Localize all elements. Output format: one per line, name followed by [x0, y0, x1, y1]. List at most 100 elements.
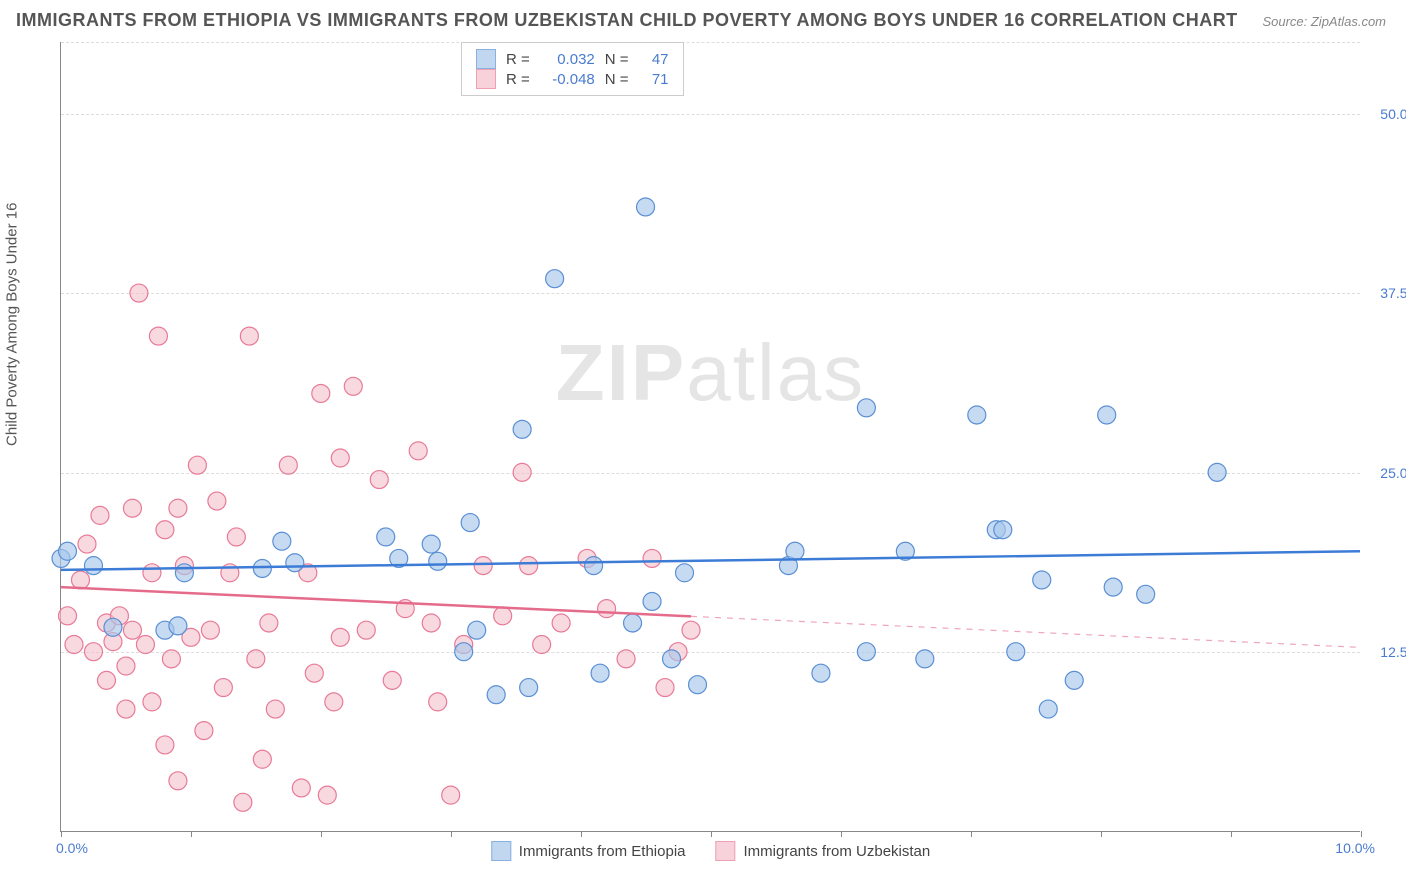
x-tick — [1231, 831, 1232, 837]
data-point-uzbekistan — [292, 779, 310, 797]
data-point-uzbekistan — [149, 327, 167, 345]
data-point-ethiopia — [286, 554, 304, 572]
data-point-uzbekistan — [162, 650, 180, 668]
data-point-uzbekistan — [136, 636, 154, 654]
data-point-uzbekistan — [188, 456, 206, 474]
data-point-ethiopia — [857, 643, 875, 661]
swatch-ethiopia — [476, 49, 496, 69]
data-point-ethiopia — [468, 621, 486, 639]
data-point-ethiopia — [1137, 585, 1155, 603]
legend-item-uzbekistan: Immigrants from Uzbekistan — [716, 841, 931, 861]
data-point-uzbekistan — [208, 492, 226, 510]
data-point-uzbekistan — [383, 671, 401, 689]
data-point-uzbekistan — [201, 621, 219, 639]
x-tick — [1101, 831, 1102, 837]
data-point-uzbekistan — [156, 521, 174, 539]
data-point-ethiopia — [1033, 571, 1051, 589]
data-point-ethiopia — [994, 521, 1012, 539]
y-tick-label: 25.0% — [1365, 465, 1406, 481]
data-point-uzbekistan — [143, 693, 161, 711]
data-point-uzbekistan — [617, 650, 635, 668]
x-tick — [451, 831, 452, 837]
data-point-uzbekistan — [552, 614, 570, 632]
data-point-uzbekistan — [260, 614, 278, 632]
data-point-uzbekistan — [325, 693, 343, 711]
r-label: R = — [506, 71, 530, 88]
data-point-ethiopia — [591, 664, 609, 682]
data-point-uzbekistan — [682, 621, 700, 639]
data-point-ethiopia — [169, 617, 187, 635]
plot-svg — [61, 42, 1360, 831]
data-point-ethiopia — [546, 270, 564, 288]
data-point-uzbekistan — [117, 700, 135, 718]
data-point-ethiopia — [786, 542, 804, 560]
data-point-uzbekistan — [494, 607, 512, 625]
data-point-ethiopia — [422, 535, 440, 553]
data-point-uzbekistan — [169, 772, 187, 790]
data-point-ethiopia — [643, 592, 661, 610]
data-point-uzbekistan — [234, 793, 252, 811]
data-point-ethiopia — [1104, 578, 1122, 596]
data-point-uzbekistan — [91, 506, 109, 524]
trend-line-extrapolated-uzbekistan — [691, 616, 1360, 647]
r-label: R = — [506, 51, 530, 68]
x-tick — [841, 831, 842, 837]
data-point-uzbekistan — [123, 499, 141, 517]
data-point-ethiopia — [968, 406, 986, 424]
legend-label-ethiopia: Immigrants from Ethiopia — [519, 843, 686, 860]
data-point-uzbekistan — [266, 700, 284, 718]
x-tick — [321, 831, 322, 837]
data-point-ethiopia — [676, 564, 694, 582]
data-point-ethiopia — [624, 614, 642, 632]
x-tick — [191, 831, 192, 837]
chart-plot-area: ZIPatlas 12.5%25.0%37.5%50.0% 0.0% 10.0%… — [60, 42, 1360, 832]
data-point-ethiopia — [273, 532, 291, 550]
y-tick-label: 50.0% — [1365, 106, 1406, 122]
data-point-uzbekistan — [247, 650, 265, 668]
data-point-ethiopia — [637, 198, 655, 216]
data-point-ethiopia — [663, 650, 681, 668]
data-point-uzbekistan — [195, 722, 213, 740]
data-point-uzbekistan — [520, 557, 538, 575]
data-point-ethiopia — [429, 552, 447, 570]
correlation-stats-box: R = 0.032 N = 47 R = -0.048 N = 71 — [461, 42, 684, 96]
x-tick — [581, 831, 582, 837]
data-point-ethiopia — [1007, 643, 1025, 661]
data-point-uzbekistan — [214, 679, 232, 697]
r-value-uzbekistan: -0.048 — [540, 71, 595, 88]
n-value-ethiopia: 47 — [639, 51, 669, 68]
data-point-uzbekistan — [279, 456, 297, 474]
data-point-uzbekistan — [305, 664, 323, 682]
data-point-uzbekistan — [422, 614, 440, 632]
data-point-uzbekistan — [370, 471, 388, 489]
data-point-ethiopia — [455, 643, 473, 661]
data-point-ethiopia — [857, 399, 875, 417]
swatch-uzbekistan — [476, 69, 496, 89]
data-point-uzbekistan — [409, 442, 427, 460]
x-tick — [1361, 831, 1362, 837]
data-point-uzbekistan — [123, 621, 141, 639]
data-point-ethiopia — [104, 618, 122, 636]
data-point-ethiopia — [377, 528, 395, 546]
data-point-uzbekistan — [130, 284, 148, 302]
y-tick-label: 37.5% — [1365, 285, 1406, 301]
data-point-ethiopia — [812, 664, 830, 682]
data-point-uzbekistan — [65, 636, 83, 654]
data-point-uzbekistan — [312, 384, 330, 402]
swatch-uzbekistan — [716, 841, 736, 861]
data-point-uzbekistan — [474, 557, 492, 575]
r-value-ethiopia: 0.032 — [540, 51, 595, 68]
data-point-ethiopia — [59, 542, 77, 560]
data-point-ethiopia — [1098, 406, 1116, 424]
trend-line-uzbekistan — [61, 587, 691, 616]
data-point-uzbekistan — [331, 449, 349, 467]
data-point-uzbekistan — [227, 528, 245, 546]
stats-row-ethiopia: R = 0.032 N = 47 — [476, 49, 669, 69]
data-point-uzbekistan — [117, 657, 135, 675]
data-point-ethiopia — [253, 559, 271, 577]
n-label: N = — [605, 51, 629, 68]
data-point-uzbekistan — [344, 377, 362, 395]
data-point-ethiopia — [175, 564, 193, 582]
data-point-uzbekistan — [429, 693, 447, 711]
x-tick — [711, 831, 712, 837]
